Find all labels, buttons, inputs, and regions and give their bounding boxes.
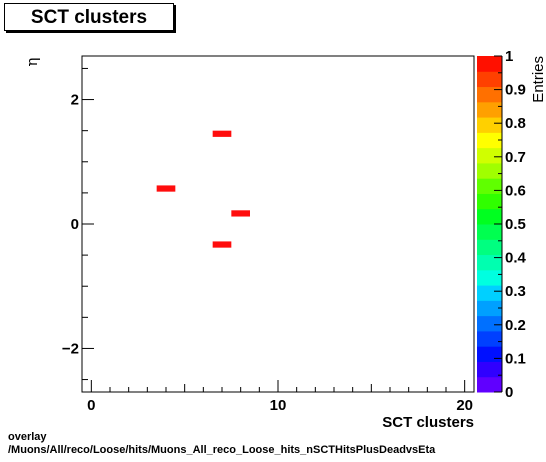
palette-swatch <box>477 71 502 88</box>
footer-line-2: /Muons/All/reco/Loose/hits/Muons_All_rec… <box>8 444 436 456</box>
palette-swatch <box>477 56 502 72</box>
palette-swatch <box>477 86 502 103</box>
heatmap-bin-2 <box>231 210 250 217</box>
y-tick-label: 2 <box>71 92 79 109</box>
x-axis-title: SCT clusters <box>382 414 474 431</box>
palette-swatch <box>477 224 502 240</box>
z-tick-label: 0.5 <box>505 216 526 233</box>
palette-swatch <box>477 285 502 301</box>
palette-swatch <box>477 178 502 194</box>
palette-swatch <box>477 346 502 362</box>
x-tick-label: 10 <box>270 397 287 414</box>
x-tick-label: 20 <box>456 397 473 414</box>
z-tick-label: 0.4 <box>505 250 527 267</box>
palette-swatch <box>477 361 502 378</box>
palette-swatch <box>477 239 502 256</box>
palette-swatch <box>477 132 502 149</box>
z-tick-label: 0.6 <box>505 182 526 199</box>
y-tick-label: 0 <box>71 216 79 233</box>
z-tick-label: 1 <box>505 48 513 65</box>
palette-swatch <box>477 300 502 317</box>
heatmap-bin-3 <box>212 241 232 248</box>
palette-swatch <box>477 330 502 347</box>
z-axis-title: Entries <box>530 56 546 103</box>
heatmap-bin-1 <box>156 185 176 192</box>
z-tick-label: 0.7 <box>505 149 526 166</box>
footer: overlay /Muons/All/reco/Loose/hits/Muons… <box>8 431 435 457</box>
palette-swatch <box>477 254 502 271</box>
palette-swatch <box>477 269 502 286</box>
palette-swatch <box>477 376 502 393</box>
heatmap-bin-0 <box>212 130 232 137</box>
chart-title-box: SCT clusters <box>4 3 174 31</box>
palette-swatch <box>477 193 502 210</box>
z-tick-label: 0.9 <box>505 82 526 99</box>
plot-frame <box>81 55 475 393</box>
x-tick-label: 0 <box>87 397 95 414</box>
z-tick-label: 0.1 <box>505 350 526 367</box>
palette-swatch <box>477 162 502 179</box>
palette-swatch <box>477 147 502 164</box>
z-tick-label: 0.2 <box>505 317 526 334</box>
y-tick-label: −2 <box>62 340 79 357</box>
z-tick-label: 0.8 <box>505 115 526 132</box>
palette-swatch <box>477 117 502 133</box>
chart-title: SCT clusters <box>30 7 148 28</box>
palette-swatch <box>477 208 502 225</box>
palette-swatch <box>477 315 502 332</box>
y-axis-title: η <box>23 58 41 67</box>
z-tick-label: 0.3 <box>505 283 526 300</box>
z-tick-label: 0 <box>505 384 513 401</box>
footer-line-1: overlay <box>8 431 47 443</box>
palette-swatch <box>477 101 502 118</box>
